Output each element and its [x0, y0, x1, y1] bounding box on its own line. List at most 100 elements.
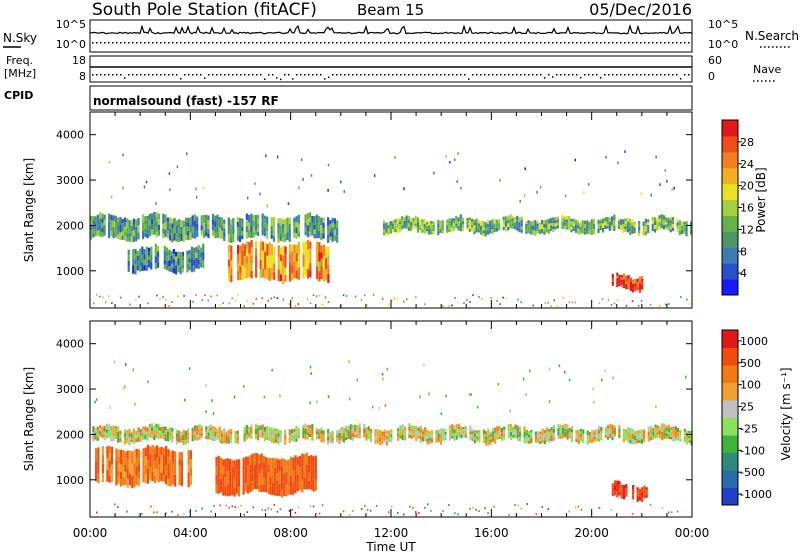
heatmap-cell: [570, 429, 574, 433]
heatmap-cell: [618, 274, 621, 278]
heatmap-cell: [550, 427, 553, 430]
heatmap-cell: [454, 512, 456, 515]
heatmap-cell: [507, 431, 510, 435]
heatmap-cell: [110, 446, 114, 456]
heatmap-cell: [473, 225, 476, 229]
heatmap-cell: [234, 506, 236, 509]
heatmap-cell: [568, 225, 571, 230]
heatmap-cell: [623, 494, 626, 500]
heatmap-cell: [462, 435, 465, 438]
heatmap-cell: [478, 436, 481, 440]
nave-point: [104, 74, 106, 76]
heatmap-cell: [173, 218, 176, 226]
heatmap-cell: [520, 223, 523, 227]
heatmap-cell: [284, 218, 287, 227]
heatmap-cell: [550, 305, 553, 307]
heatmap-cell: [119, 232, 122, 241]
heatmap-cell: [428, 220, 431, 226]
heatmap-cell: [631, 428, 634, 434]
heatmap-cell: [171, 450, 174, 462]
heatmap-cell: [284, 434, 287, 440]
nave-point: [488, 74, 490, 76]
heatmap-cell: [495, 223, 499, 228]
heatmap-cell: [282, 274, 285, 285]
heatmap-cell: [455, 431, 458, 436]
heatmap-cell: [233, 487, 236, 497]
heatmap-cell: [685, 441, 689, 445]
heatmap-cell: [490, 296, 492, 299]
heatmap-cell: [90, 225, 93, 231]
heatmap-cell: [451, 435, 454, 439]
heatmap-cell: [135, 438, 138, 443]
heatmap-cell: [117, 234, 120, 239]
heatmap-cell: [572, 223, 575, 227]
nave-point: [472, 74, 474, 76]
heatmap-cell: [629, 435, 632, 440]
heatmap-cell: [643, 429, 646, 434]
heatmap-cell: [527, 434, 531, 438]
heatmap-cell: [410, 428, 413, 433]
heatmap-cell: [162, 468, 165, 476]
heatmap-cell: [166, 234, 169, 239]
nave-point: [532, 74, 534, 76]
heatmap-cell: [92, 429, 95, 433]
heatmap-cell: [610, 216, 614, 221]
heatmap-cell: [193, 247, 196, 254]
heatmap-cell: [638, 286, 642, 290]
nsearch-point: [448, 42, 450, 44]
heatmap-cell: [475, 218, 478, 223]
heatmap-cell: [428, 437, 431, 441]
heatmap-cell: [155, 202, 157, 205]
freq-tick-bottom: 8: [79, 70, 86, 83]
heatmap-cell: [536, 228, 539, 231]
heatmap-cell: [518, 426, 522, 432]
heatmap-cell: [561, 221, 564, 226]
heatmap-cell: [378, 433, 382, 438]
heatmap-cell: [412, 218, 415, 222]
heatmap-cell: [304, 434, 307, 440]
heatmap-cell: [293, 261, 296, 271]
heatmap-cell: [155, 222, 158, 228]
heatmap-cell: [442, 432, 445, 437]
heatmap-cell: [315, 428, 318, 432]
heatmap-cell: [426, 432, 429, 436]
heatmap-cell: [561, 218, 564, 222]
heatmap-cell: [146, 452, 150, 461]
heatmap-cell: [318, 512, 321, 515]
heatmap-cell: [293, 270, 296, 279]
heatmap-cell: [101, 464, 104, 474]
heatmap-cell: [166, 217, 169, 222]
heatmap-cell: [273, 271, 276, 280]
heatmap-cell: [387, 511, 390, 514]
heatmap-cell: [629, 222, 632, 227]
heatmap-cell: [503, 429, 506, 434]
heatmap-cell: [252, 506, 255, 509]
heatmap-cell: [132, 368, 135, 372]
heatmap-cell: [640, 429, 644, 435]
heatmap-cell: [513, 219, 517, 223]
heatmap-cell: [435, 439, 438, 443]
heatmap-cell: [148, 434, 151, 438]
heatmap-cell: [541, 439, 544, 443]
nave-point: [584, 74, 586, 76]
heatmap-cell: [106, 469, 109, 482]
heatmap-cell: [236, 262, 240, 272]
heatmap-cell: [534, 438, 537, 443]
heatmap-cell: [101, 473, 104, 483]
heatmap-cell: [518, 217, 521, 223]
heatmap-cell: [287, 487, 290, 495]
nave-point: [672, 74, 674, 76]
heatmap-cell: [586, 439, 589, 445]
heatmap-cell: [624, 218, 627, 222]
nsearch-point: [432, 42, 434, 44]
colorbar-tick-label: 1000: [740, 335, 768, 348]
heatmap-cell: [157, 435, 160, 439]
heatmap-cell: [227, 433, 230, 437]
heatmap-cell: [261, 427, 264, 430]
heatmap-cell: [122, 458, 125, 468]
heatmap-cell: [427, 503, 429, 506]
heatmap-cell: [271, 368, 273, 372]
heatmap-cell: [112, 435, 115, 442]
heatmap-cell: [430, 231, 433, 235]
nsearch-point: [544, 42, 546, 44]
